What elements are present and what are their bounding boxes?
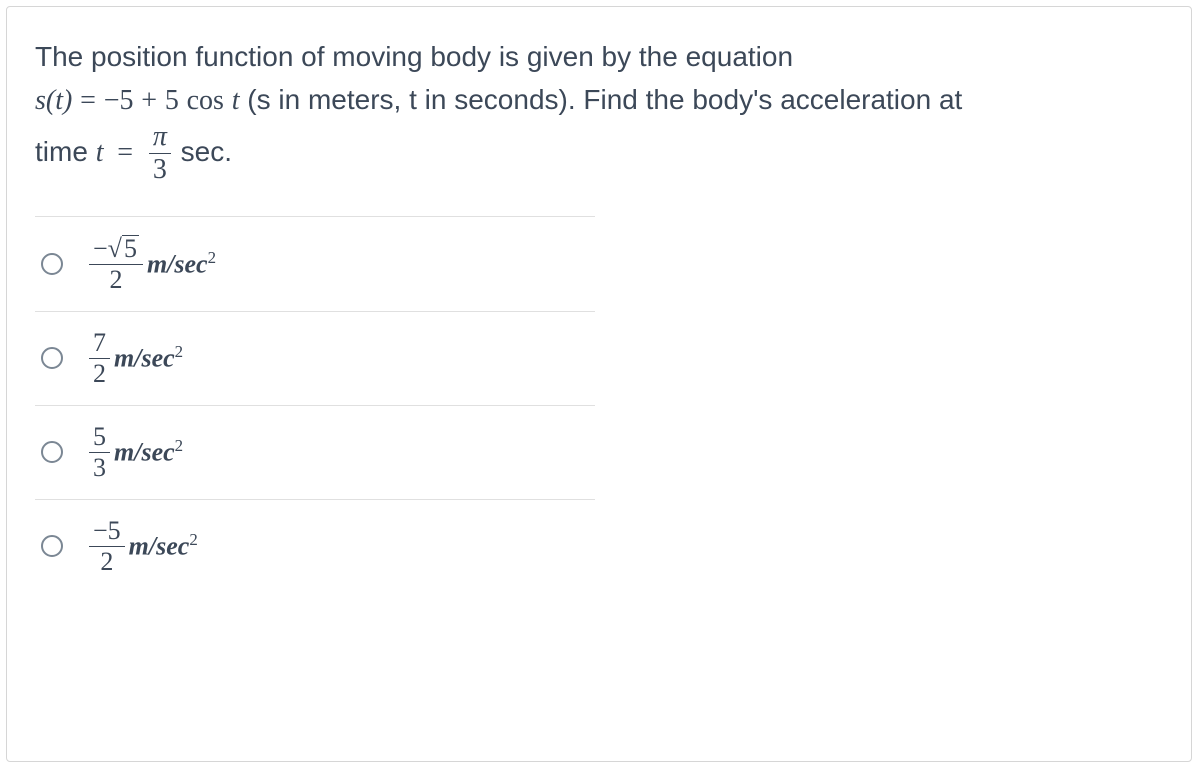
radio-icon[interactable] [41, 535, 63, 557]
eq1: = [80, 85, 96, 116]
fraction: 5 3 [89, 424, 110, 481]
sec-label: sec. [181, 136, 232, 167]
fraction: −√5 2 [89, 235, 143, 293]
question-text: The position function of moving body is … [35, 35, 1163, 184]
eq2: = [117, 137, 133, 168]
option-row[interactable]: −√5 2 m/sec2 [35, 216, 595, 312]
fraction: 7 2 [89, 330, 110, 387]
denominator: 2 [89, 265, 143, 293]
sqrt-arg: 5 [122, 235, 139, 262]
radio-icon[interactable] [41, 441, 63, 463]
denominator: 2 [89, 359, 110, 387]
sqrt-icon: √ [108, 234, 122, 263]
numerator: 5 [89, 424, 110, 453]
neg: − [93, 234, 108, 263]
option-math: −5 2 m/sec2 [87, 518, 198, 575]
radio-icon[interactable] [41, 347, 63, 369]
pi: π [149, 123, 171, 154]
radio-icon[interactable] [41, 253, 63, 275]
units: m/sec2 [114, 436, 183, 468]
numerator: −√5 [89, 235, 143, 265]
numerator: −5 [89, 518, 125, 547]
options-list: −√5 2 m/sec2 7 2 m/sec2 [35, 216, 595, 593]
option-math: −√5 2 m/sec2 [87, 235, 216, 293]
minus5: −5 [104, 85, 134, 116]
fraction: −5 2 [89, 518, 125, 575]
option-math: 7 2 m/sec2 [87, 330, 183, 387]
numerator: 7 [89, 330, 110, 359]
plus: + [141, 85, 157, 116]
five: 5 [165, 85, 179, 116]
option-row[interactable]: 5 3 m/sec2 [35, 406, 595, 500]
denominator: 2 [89, 547, 125, 575]
three: 3 [149, 154, 171, 184]
t2: t [96, 137, 104, 168]
units: m/sec2 [129, 530, 198, 562]
question-card: The position function of moving body is … [6, 6, 1192, 762]
cos: cos [187, 85, 224, 116]
denominator: 3 [89, 453, 110, 481]
pi-over-3: π 3 [149, 123, 171, 184]
option-row[interactable]: −5 2 m/sec2 [35, 500, 595, 593]
option-math: 5 3 m/sec2 [87, 424, 183, 481]
question-line1: The position function of moving body is … [35, 41, 793, 72]
units: m/sec2 [114, 342, 183, 374]
func-lhs: s(t) [35, 85, 72, 116]
paren-note: (s in meters, t in seconds). Find the bo… [240, 84, 963, 115]
t1: t [232, 85, 240, 116]
time-label: time [35, 136, 96, 167]
units: m/sec2 [147, 248, 216, 280]
option-row[interactable]: 7 2 m/sec2 [35, 312, 595, 406]
